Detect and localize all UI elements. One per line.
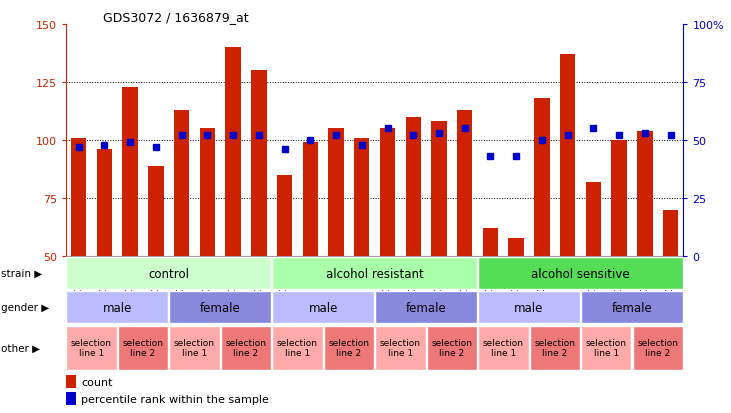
Bar xyxy=(96,150,112,256)
Bar xyxy=(221,326,271,370)
Bar xyxy=(328,129,344,256)
Text: female: female xyxy=(200,301,240,314)
Bar xyxy=(632,326,683,370)
Bar xyxy=(225,48,240,256)
Text: selection
line 1: selection line 1 xyxy=(277,338,318,358)
Text: selection
line 1: selection line 1 xyxy=(586,338,626,358)
Text: selection
line 2: selection line 2 xyxy=(431,338,472,358)
Text: selection
line 2: selection line 2 xyxy=(328,338,369,358)
Bar xyxy=(272,258,477,289)
Bar xyxy=(375,292,477,323)
Bar xyxy=(251,71,267,256)
Bar xyxy=(272,292,374,323)
Bar xyxy=(478,326,529,370)
Bar xyxy=(581,326,632,370)
Text: control: control xyxy=(148,267,189,280)
Text: selection
line 2: selection line 2 xyxy=(225,338,267,358)
Bar xyxy=(534,99,550,256)
Bar xyxy=(67,258,271,289)
Text: GDS3072 / 1636879_at: GDS3072 / 1636879_at xyxy=(103,11,249,24)
Bar xyxy=(122,87,138,256)
Bar xyxy=(354,138,369,256)
Text: alcohol resistant: alcohol resistant xyxy=(326,267,423,280)
Bar xyxy=(324,326,374,370)
Text: selection
line 2: selection line 2 xyxy=(637,338,678,358)
Bar xyxy=(170,292,271,323)
Bar xyxy=(67,292,168,323)
Bar xyxy=(375,326,425,370)
Text: male: male xyxy=(515,301,544,314)
Bar xyxy=(272,326,322,370)
Bar xyxy=(431,122,447,256)
Bar xyxy=(637,131,653,256)
Bar xyxy=(277,176,292,256)
Text: selection
line 1: selection line 1 xyxy=(174,338,215,358)
Bar xyxy=(200,129,215,256)
Bar xyxy=(663,210,678,256)
Bar xyxy=(581,292,683,323)
Bar xyxy=(457,111,472,256)
Bar xyxy=(427,326,477,370)
Text: selection
line 1: selection line 1 xyxy=(482,338,524,358)
Bar xyxy=(66,392,76,405)
Text: percentile rank within the sample: percentile rank within the sample xyxy=(81,394,269,404)
Bar xyxy=(509,238,524,256)
Text: selection
line 1: selection line 1 xyxy=(380,338,421,358)
Text: other ▶: other ▶ xyxy=(1,343,40,353)
Bar xyxy=(478,292,580,323)
Bar xyxy=(560,55,575,256)
Bar xyxy=(478,258,683,289)
Text: strain ▶: strain ▶ xyxy=(1,268,42,278)
Text: alcohol sensitive: alcohol sensitive xyxy=(531,267,630,280)
Text: selection
line 1: selection line 1 xyxy=(71,338,112,358)
Bar xyxy=(66,375,76,388)
Bar xyxy=(174,111,189,256)
Bar xyxy=(67,326,117,370)
Bar xyxy=(118,326,168,370)
Bar xyxy=(586,182,601,256)
Bar xyxy=(380,129,395,256)
Bar xyxy=(406,117,421,256)
Bar xyxy=(170,326,220,370)
Bar xyxy=(303,143,318,256)
Text: selection
line 2: selection line 2 xyxy=(123,338,164,358)
Text: selection
line 2: selection line 2 xyxy=(534,338,575,358)
Bar xyxy=(71,138,86,256)
Bar xyxy=(148,166,164,256)
Text: female: female xyxy=(406,301,447,314)
Text: male: male xyxy=(102,301,132,314)
Bar xyxy=(529,326,580,370)
Text: gender ▶: gender ▶ xyxy=(1,302,49,312)
Bar xyxy=(611,140,627,256)
Bar xyxy=(482,229,499,256)
Text: female: female xyxy=(612,301,652,314)
Text: male: male xyxy=(308,301,338,314)
Text: count: count xyxy=(81,377,113,387)
